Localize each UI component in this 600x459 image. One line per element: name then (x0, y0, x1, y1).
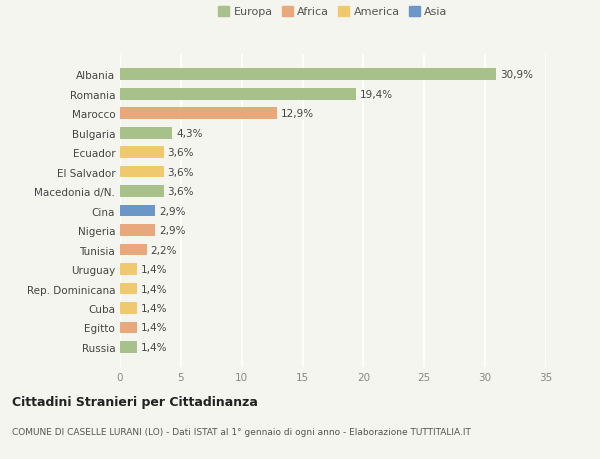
Bar (120, 283, 137, 295)
Text: 2,2%: 2,2% (151, 245, 177, 255)
Bar (120, 147, 164, 159)
Bar (120, 186, 164, 197)
Text: 2,9%: 2,9% (159, 225, 185, 235)
Text: 3,6%: 3,6% (167, 167, 194, 177)
Bar (120, 263, 137, 275)
Text: 30,9%: 30,9% (500, 70, 533, 80)
Text: 1,4%: 1,4% (140, 264, 167, 274)
Bar (120, 128, 172, 139)
Text: 1,4%: 1,4% (140, 303, 167, 313)
Bar (120, 69, 496, 81)
Text: 1,4%: 1,4% (140, 284, 167, 294)
Text: 19,4%: 19,4% (360, 90, 393, 100)
Bar (120, 205, 155, 217)
Text: 2,9%: 2,9% (159, 206, 185, 216)
Text: COMUNE DI CASELLE LURANI (LO) - Dati ISTAT al 1° gennaio di ogni anno - Elaboraz: COMUNE DI CASELLE LURANI (LO) - Dati IST… (12, 427, 471, 436)
Bar (120, 167, 164, 178)
Text: Cittadini Stranieri per Cittadinanza: Cittadini Stranieri per Cittadinanza (12, 395, 258, 408)
Bar (120, 302, 137, 314)
Text: 1,4%: 1,4% (140, 342, 167, 352)
Text: 3,6%: 3,6% (167, 187, 194, 197)
Bar (120, 89, 356, 101)
Text: 3,6%: 3,6% (167, 148, 194, 158)
Text: 4,3%: 4,3% (176, 129, 202, 139)
Bar (120, 225, 155, 236)
Text: 1,4%: 1,4% (140, 323, 167, 333)
Bar (120, 341, 137, 353)
Bar (120, 322, 137, 334)
Bar (120, 244, 147, 256)
Text: 12,9%: 12,9% (281, 109, 314, 119)
Bar (120, 108, 277, 120)
Legend: Europa, Africa, America, Asia: Europa, Africa, America, Asia (216, 5, 450, 20)
